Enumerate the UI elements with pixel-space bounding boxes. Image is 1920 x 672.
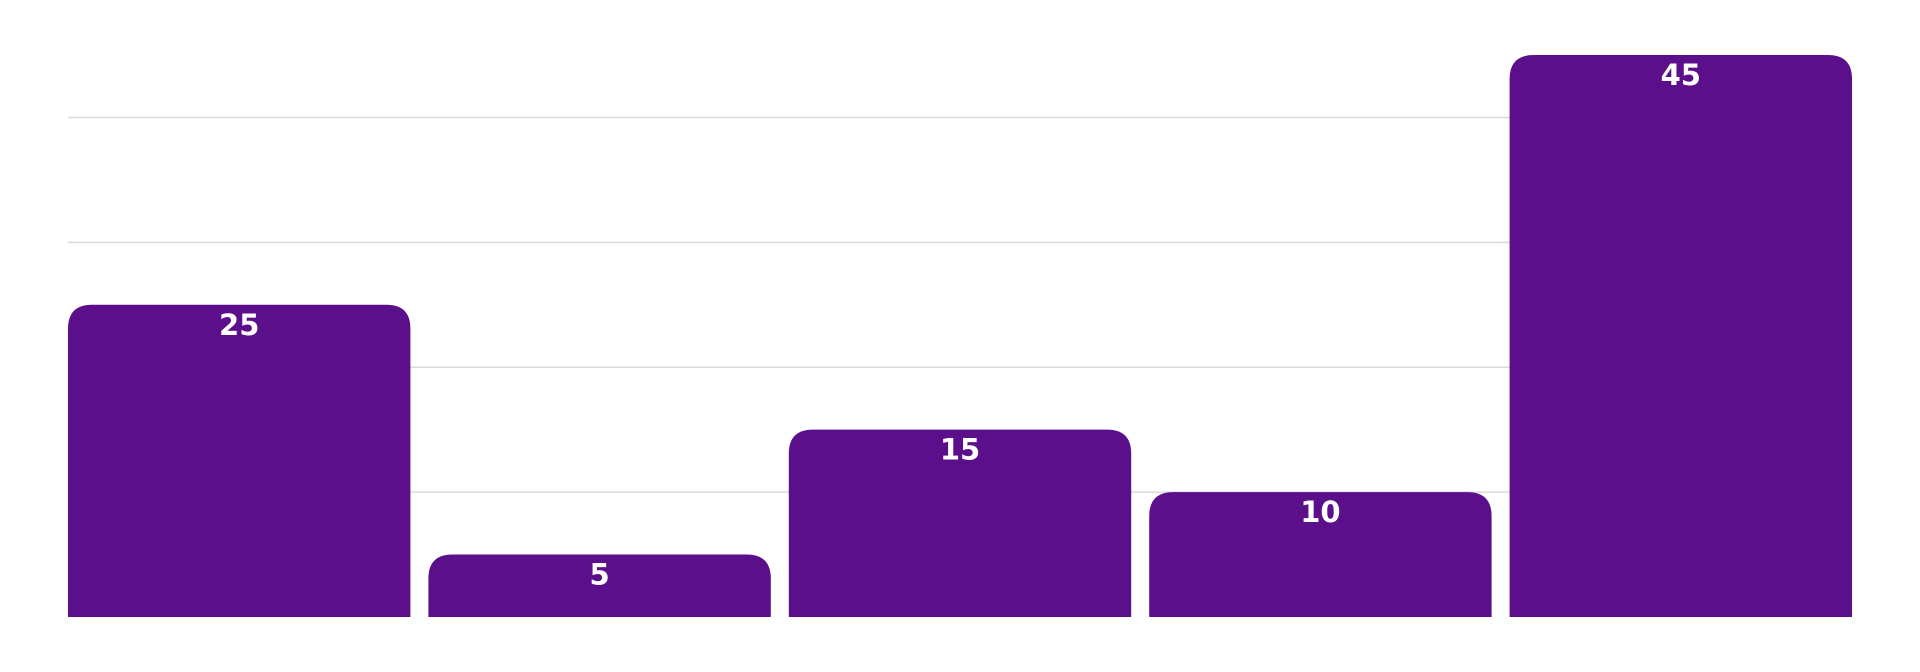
bar-label-1: 25 [219, 308, 259, 342]
bar-2 [428, 554, 771, 617]
data-labels: 25 5 15 10 45 [219, 58, 1701, 592]
bar-3 [788, 429, 1132, 617]
bar-label-5: 45 [1661, 58, 1701, 92]
bar-1 [68, 304, 411, 617]
bar-label-2: 5 [590, 558, 610, 592]
bar-label-3: 15 [940, 433, 980, 467]
bar-label-4: 10 [1300, 495, 1340, 529]
bars [68, 55, 1852, 617]
bar-4 [1149, 492, 1492, 617]
bar-5 [1509, 55, 1852, 617]
